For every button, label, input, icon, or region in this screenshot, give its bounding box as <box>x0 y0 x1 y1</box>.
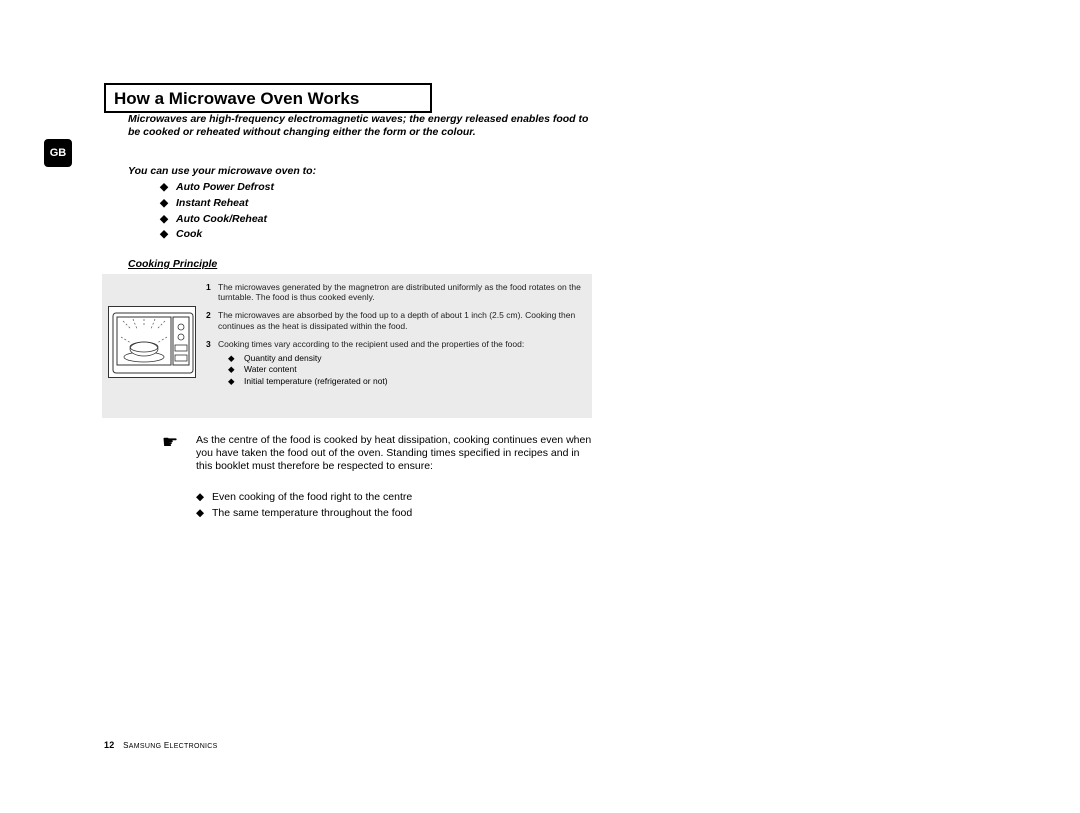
uses-list: ◆Auto Power Defrost ◆Instant Reheat ◆Aut… <box>160 180 560 243</box>
page-footer: 12 SAMSUNG ELECTRONICS <box>104 740 218 750</box>
item-number: 3 <box>206 339 218 349</box>
list-item: 1 The microwaves generated by the magnet… <box>206 282 584 302</box>
microwave-diagram <box>108 306 196 378</box>
diamond-bullet-icon: ◆ <box>196 506 212 522</box>
diamond-bullet-icon: ◆ <box>228 353 244 364</box>
list-item-label: Instant Reheat <box>176 196 248 212</box>
list-item-label: Cook <box>176 227 202 243</box>
standing-time-note: As the centre of the food is cooked by h… <box>196 434 592 473</box>
list-item-label: Initial temperature (refrigerated or not… <box>244 376 388 387</box>
section-title: How a Microwave Oven Works <box>114 89 422 109</box>
item-number: 2 <box>206 310 218 330</box>
list-item: ◆Auto Cook/Reheat <box>160 212 560 228</box>
diamond-bullet-icon: ◆ <box>228 364 244 375</box>
principle-sub-bullets: ◆Quantity and density ◆Water content ◆In… <box>228 353 584 387</box>
item-text: Cooking times vary according to the reci… <box>218 339 584 349</box>
principle-numbered-list: 1 The microwaves generated by the magnet… <box>206 282 584 387</box>
list-item: ◆Instant Reheat <box>160 196 560 212</box>
footer-company: SAMSUNG ELECTRONICS <box>123 741 217 750</box>
diamond-bullet-icon: ◆ <box>228 376 244 387</box>
intro-paragraph: Microwaves are high-frequency electromag… <box>128 113 590 139</box>
list-item: ◆Water content <box>228 364 584 375</box>
diamond-bullet-icon: ◆ <box>160 196 176 212</box>
microwave-diagram-svg <box>109 307 197 379</box>
list-item-label: Auto Cook/Reheat <box>176 212 267 228</box>
list-item: ◆Even cooking of the food right to the c… <box>196 490 592 506</box>
item-text: The microwaves are absorbed by the food … <box>218 310 584 330</box>
section-title-box: How a Microwave Oven Works <box>104 83 432 113</box>
list-item: ◆Cook <box>160 227 560 243</box>
item-number: 1 <box>206 282 218 302</box>
list-item: ◆Quantity and density <box>228 353 584 364</box>
language-badge: GB <box>44 139 72 167</box>
list-item: 2 The microwaves are absorbed by the foo… <box>206 310 584 330</box>
list-item: ◆Initial temperature (refrigerated or no… <box>228 376 584 387</box>
principle-panel: 1 The microwaves generated by the magnet… <box>102 274 592 418</box>
language-badge-label: GB <box>50 147 67 159</box>
list-item-label: The same temperature throughout the food <box>212 506 412 522</box>
list-item: ◆The same temperature throughout the foo… <box>196 506 592 522</box>
list-item-label: Auto Power Defrost <box>176 180 274 196</box>
list-item: ◆Auto Power Defrost <box>160 180 560 196</box>
uses-intro: You can use your microwave oven to: <box>128 165 590 177</box>
item-text: The microwaves generated by the magnetro… <box>218 282 584 302</box>
page-number: 12 <box>104 740 115 750</box>
note-bullets: ◆Even cooking of the food right to the c… <box>196 490 592 522</box>
manual-page: GB How a Microwave Oven Works Microwaves… <box>0 0 1080 813</box>
list-item-label: Even cooking of the food right to the ce… <box>212 490 412 506</box>
list-item-label: Water content <box>244 364 297 375</box>
diamond-bullet-icon: ◆ <box>160 212 176 228</box>
pointer-icon: ☛ <box>162 432 178 453</box>
diamond-bullet-icon: ◆ <box>160 180 176 196</box>
list-item-label: Quantity and density <box>244 353 322 364</box>
cooking-principle-subhead: Cooking Principle <box>128 258 217 270</box>
list-item: 3 Cooking times vary according to the re… <box>206 339 584 349</box>
diamond-bullet-icon: ◆ <box>160 227 176 243</box>
diamond-bullet-icon: ◆ <box>196 490 212 506</box>
